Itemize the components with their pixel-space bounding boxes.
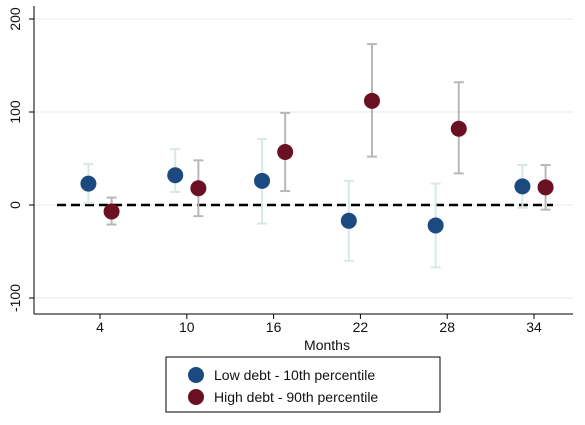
y-tick-label: 200 — [7, 7, 23, 31]
high-debt-point — [103, 203, 120, 220]
low-debt-point — [514, 178, 531, 195]
low-debt-point — [254, 172, 271, 189]
x-tick-label: 16 — [266, 319, 282, 335]
gridlines — [34, 18, 573, 299]
low-debt-point — [427, 217, 444, 234]
low-debt-point — [340, 212, 357, 229]
x-tick-label: 34 — [526, 319, 542, 335]
legend-label: Low debt - 10th percentile — [214, 367, 375, 383]
y-tick-label: -100 — [7, 284, 23, 312]
high-debt-point — [450, 120, 467, 137]
x-tick-label: 22 — [353, 319, 369, 335]
x-tick-label: 10 — [179, 319, 195, 335]
y-tick-label: 100 — [7, 100, 23, 124]
high-debt-point — [363, 92, 380, 109]
legend-label: High debt - 90th percentile — [214, 389, 378, 405]
x-tick-label: 28 — [439, 319, 455, 335]
x-tick-label: 4 — [96, 319, 104, 335]
high-debt-point — [190, 180, 207, 197]
low-debt-point — [167, 167, 184, 184]
legend-marker — [188, 389, 204, 405]
high-debt-point — [537, 179, 554, 196]
y-tick-label: 0 — [7, 201, 23, 209]
legend-box — [165, 356, 441, 413]
x-axis-label: Months — [304, 337, 350, 353]
legend-marker — [188, 367, 204, 383]
axes — [33, 6, 573, 315]
axis-ticks: -100 0 100 200 4 10 16 22 28 34 — [7, 7, 542, 335]
legend: Low debt - 10th percentile High debt - 90… — [165, 356, 441, 413]
high-debt-point — [277, 143, 294, 160]
low-debt-point — [80, 175, 97, 192]
data-points — [80, 92, 554, 234]
confidence-intervals — [83, 43, 551, 269]
